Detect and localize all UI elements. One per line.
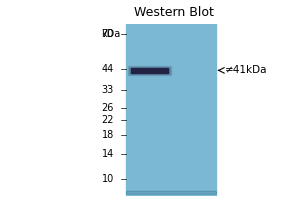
Bar [128, 66, 171, 75]
Bar [126, 192, 216, 195]
Bar [126, 192, 216, 195]
Bar [126, 190, 216, 193]
Bar [126, 191, 216, 194]
Bar [126, 191, 216, 194]
Text: Western Blot: Western Blot [134, 6, 214, 19]
Bar [126, 191, 216, 194]
Bar [126, 193, 216, 195]
Bar [126, 192, 216, 195]
Text: kDa: kDa [101, 29, 120, 39]
Bar [126, 193, 216, 196]
Bar [126, 192, 216, 194]
Bar [126, 193, 216, 196]
Text: 10: 10 [102, 174, 114, 184]
Bar [126, 193, 216, 196]
Bar [130, 68, 169, 73]
Bar [126, 191, 216, 194]
Bar [126, 190, 216, 193]
Bar [126, 191, 216, 194]
Bar [126, 191, 216, 194]
Bar [126, 192, 216, 195]
Bar [126, 191, 216, 194]
Bar [126, 191, 216, 194]
Bar [126, 191, 216, 194]
Text: 70: 70 [102, 29, 114, 39]
Bar [126, 191, 216, 194]
Bar [126, 193, 216, 195]
Bar [126, 191, 216, 194]
Text: 22: 22 [101, 115, 114, 125]
Bar [126, 193, 216, 196]
Bar [126, 191, 216, 194]
Bar [126, 191, 216, 194]
Bar [126, 191, 216, 194]
Text: 26: 26 [102, 103, 114, 113]
Bar [126, 191, 216, 194]
Text: 14: 14 [102, 149, 114, 159]
Bar [126, 191, 216, 193]
Bar [126, 192, 216, 195]
Bar [126, 192, 216, 195]
Bar [130, 68, 168, 73]
Bar [126, 193, 216, 196]
Bar [126, 193, 216, 196]
Bar [126, 192, 216, 195]
Bar [126, 192, 216, 195]
Bar [126, 191, 216, 193]
Bar [129, 67, 170, 74]
Bar [126, 192, 216, 194]
Bar [126, 192, 216, 195]
Text: ≠41kDa: ≠41kDa [225, 65, 268, 75]
Text: 33: 33 [102, 85, 114, 95]
Bar [126, 193, 216, 196]
Bar [126, 190, 216, 193]
Bar [126, 190, 216, 193]
Bar [126, 193, 216, 195]
Bar [126, 24, 216, 196]
Bar [126, 192, 216, 194]
Bar [126, 191, 216, 193]
Bar [126, 192, 216, 195]
Bar [126, 191, 216, 194]
Bar [126, 193, 216, 196]
Bar [126, 193, 216, 196]
Bar [126, 192, 216, 195]
Bar [126, 192, 216, 195]
Bar [126, 192, 216, 195]
Bar [126, 192, 216, 195]
Text: 44: 44 [102, 64, 114, 74]
Bar [126, 191, 216, 194]
Bar [126, 192, 216, 195]
Bar [126, 192, 216, 195]
Bar [126, 191, 216, 194]
Bar [126, 193, 216, 196]
Bar [126, 192, 216, 195]
Text: 18: 18 [102, 130, 114, 140]
Bar [126, 192, 216, 195]
Bar [126, 193, 216, 196]
